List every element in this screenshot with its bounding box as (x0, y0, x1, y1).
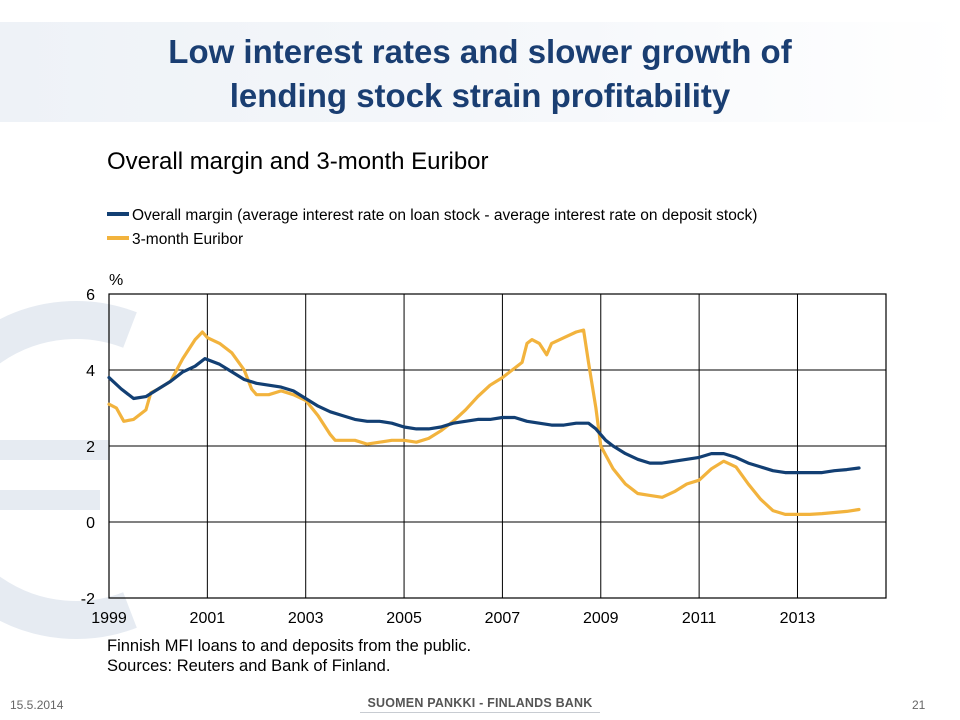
footer-brand: SUOMEN PANKKI - FINLANDS BANK (367, 696, 593, 710)
series-line-overall-margin (107, 357, 861, 475)
slide-title-line2: lending stock strain profitability (229, 77, 731, 114)
y-tick-label: 6 (86, 287, 95, 304)
footer-divider (360, 712, 600, 713)
note-source: Sources: Reuters and Bank of Finland. (107, 657, 391, 675)
chart-notes: Finnish MFI loans to and deposits from t… (107, 636, 471, 676)
legend-label-euribor: 3-month Euribor (132, 231, 244, 248)
chart-legend: Overall margin (average interest rate on… (107, 206, 757, 254)
x-tick-label: 2005 (386, 610, 422, 627)
x-tick-label: 2007 (485, 610, 521, 627)
page-number: 21 (912, 698, 926, 712)
x-tick-label: 2013 (780, 610, 816, 627)
y-tick-label: 4 (86, 363, 95, 380)
legend-label-margin: Overall margin (average interest rate on… (132, 207, 758, 224)
slide-title-line1: Low interest rates and slower growth of (168, 33, 792, 70)
series-line-euribor (107, 328, 861, 517)
plot-frame (108, 293, 887, 599)
title-band (0, 22, 960, 122)
x-tick-label: 2001 (190, 610, 226, 627)
y-tick-label: 2 (86, 439, 95, 456)
legend-swatch-margin (107, 211, 129, 216)
y-tick-label: -2 (81, 591, 95, 608)
slide-title: Low interest rates and slower growth of … (80, 30, 880, 118)
x-tick-label: 2011 (682, 610, 717, 627)
note-line1: Finnish MFI loans to and deposits from t… (107, 637, 472, 655)
legend-item-euribor: 3-month Euribor (107, 230, 757, 254)
y-tick-label: 0 (86, 515, 95, 532)
chart-title: Overall margin and 3-month Euribor (107, 148, 489, 175)
legend-item-margin: Overall margin (average interest rate on… (107, 206, 757, 230)
legend-swatch-euribor (107, 235, 129, 240)
y-axis-unit-label: % (109, 272, 124, 289)
x-tick-label: 2009 (583, 610, 619, 627)
x-tick-label: 1999 (91, 610, 127, 627)
footer-date: 15.5.2014 (10, 698, 64, 712)
x-tick-label: 2003 (288, 610, 324, 627)
